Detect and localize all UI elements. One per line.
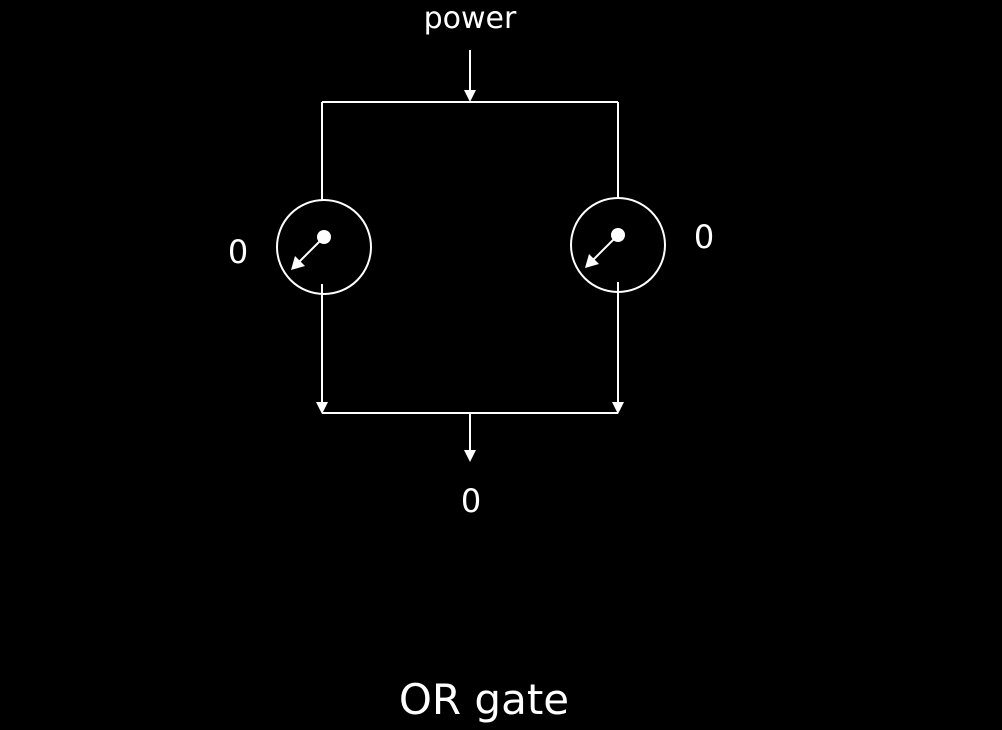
right-switch-ring — [570, 197, 666, 293]
left-switch — [276, 199, 372, 295]
right-out-arrowhead — [612, 402, 624, 414]
left-switch-lever-head — [291, 256, 305, 270]
diagram-title: OR gate — [399, 675, 569, 724]
left-switch-lever — [297, 236, 325, 264]
left-out-arrowhead — [316, 402, 328, 414]
right-switch-lever — [591, 234, 619, 262]
left-switch-ring — [276, 199, 372, 295]
right-input-value: 0 — [694, 218, 714, 256]
right-switch-lever-head — [585, 254, 599, 268]
power-label: power — [424, 1, 517, 36]
right-switch — [570, 197, 666, 293]
output-arrowhead — [464, 450, 476, 462]
power-arrowhead — [464, 90, 476, 102]
output-value: 0 — [461, 482, 481, 520]
left-input-value: 0 — [228, 233, 248, 271]
